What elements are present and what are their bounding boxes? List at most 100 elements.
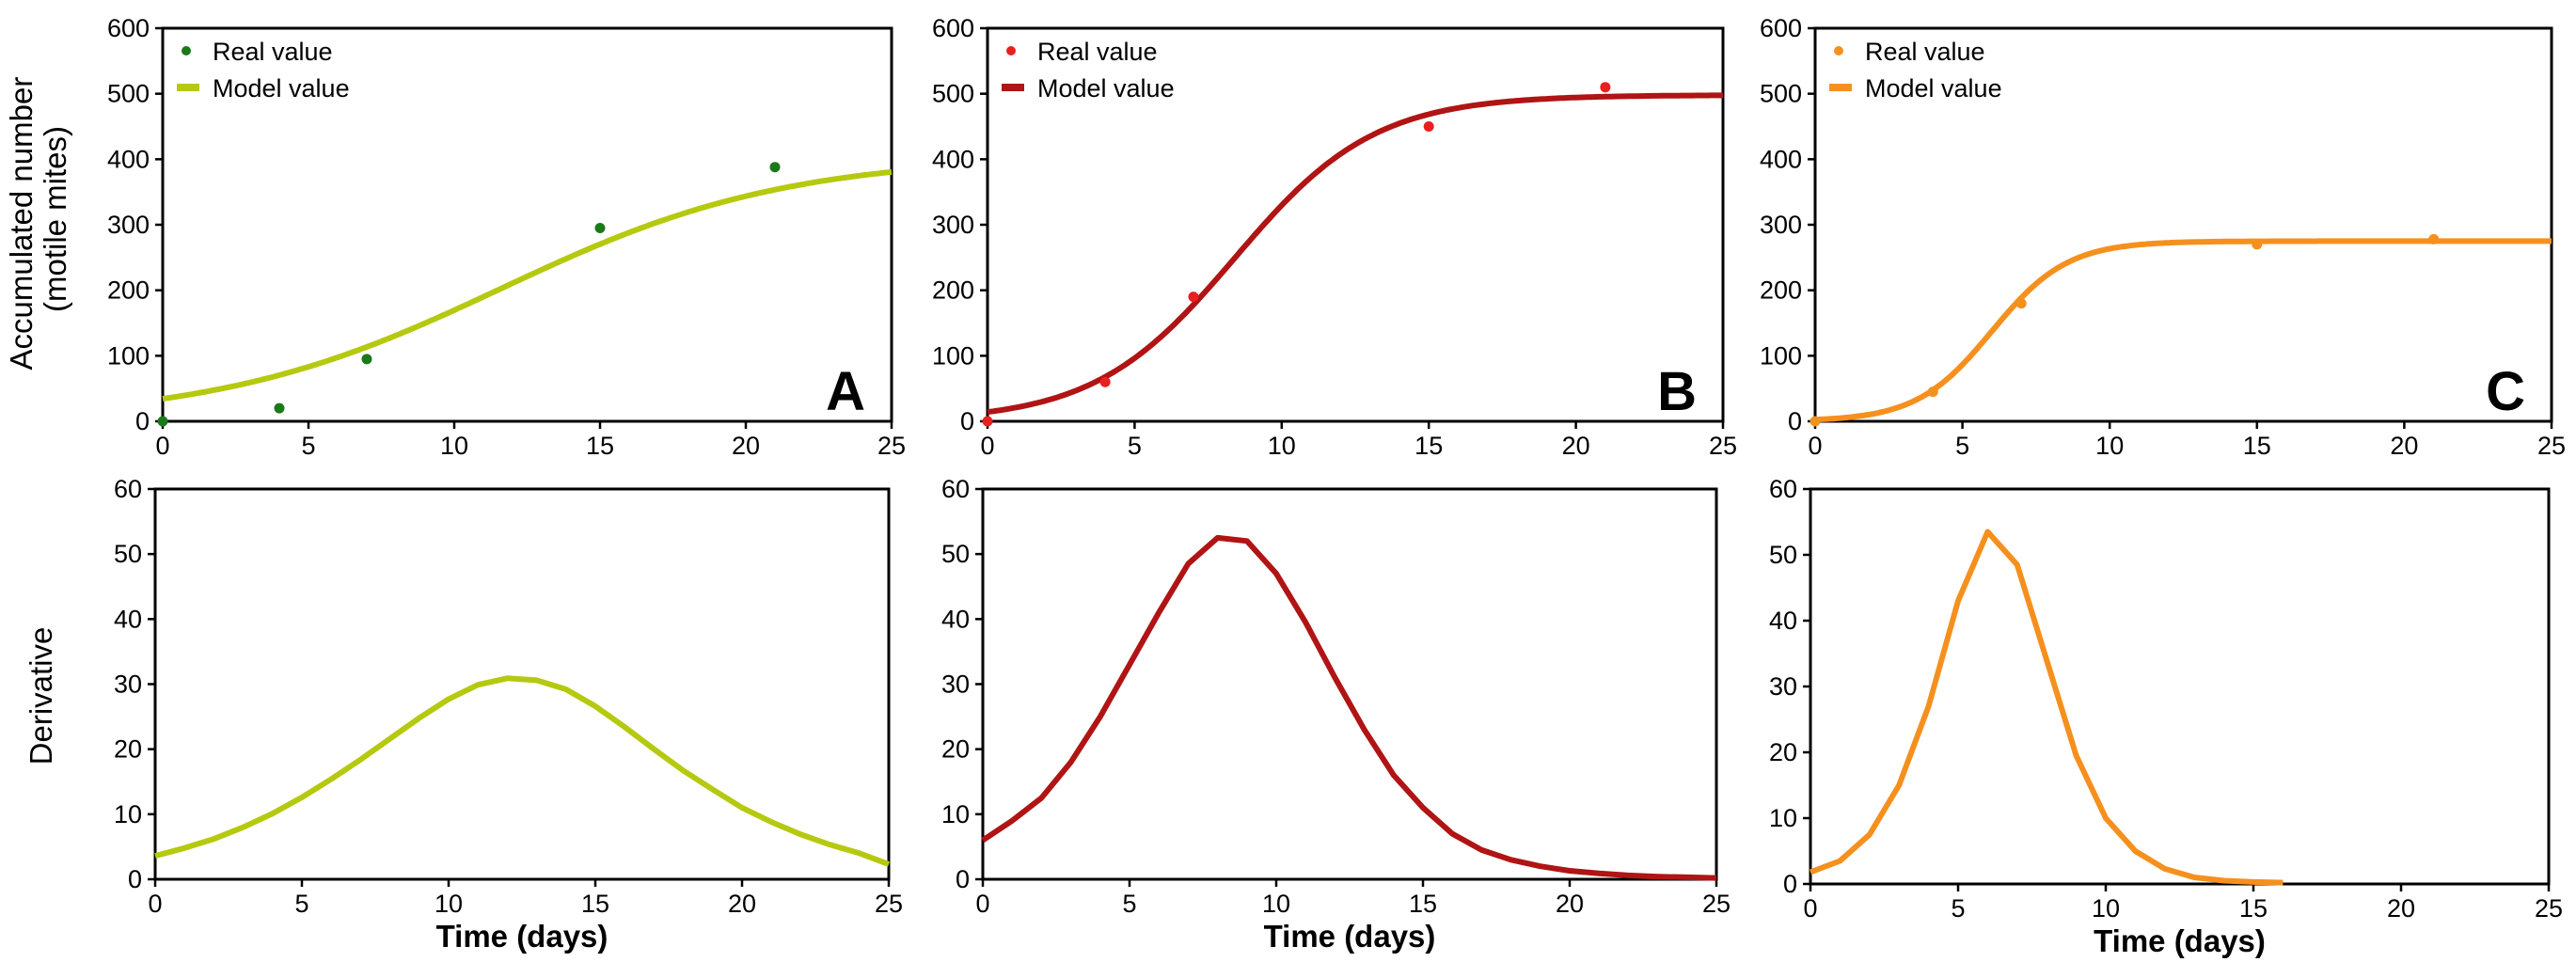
- chart-panel-c-bottom: 0 5 10 15 20 25 0 10 20 30 40 50 60 Time (days): [1769, 475, 2563, 958]
- legend-model-label: Model value: [213, 74, 350, 103]
- y-tick-label: 500: [932, 80, 974, 108]
- real-value-point: [157, 416, 168, 427]
- real-value-point: [1423, 121, 1434, 132]
- y-tick-label: 0: [960, 407, 974, 435]
- real-value-point: [1099, 376, 1111, 387]
- real-value-point: [982, 416, 993, 427]
- y-tick-label: 100: [107, 341, 150, 370]
- x-tick-label: 15: [1414, 432, 1443, 460]
- real-value-point: [1600, 82, 1611, 93]
- y-tick-label: 200: [1760, 276, 1802, 305]
- x-tick-label: 0: [980, 432, 994, 460]
- x-tick-label: 10: [2092, 894, 2120, 923]
- plot-frame: [1809, 487, 2551, 886]
- y-tick-label: 0: [128, 865, 142, 893]
- legend-real-label: Real value: [1865, 38, 1985, 66]
- y-tick-label: 60: [941, 475, 970, 503]
- x-tick-label: 15: [1409, 890, 1437, 918]
- x-tick-label: 10: [440, 432, 468, 460]
- x-tick-label: 0: [155, 432, 169, 460]
- y-tick-label: 40: [114, 605, 142, 633]
- derivative-line: [1809, 528, 2284, 886]
- y-tick-label: 60: [114, 475, 142, 503]
- real-value-point: [274, 402, 285, 414]
- y-tick-label: 50: [1769, 541, 1797, 569]
- real-value-point: [2015, 298, 2027, 309]
- model-curve: [1814, 238, 2552, 423]
- y-tick-label: 30: [941, 670, 970, 699]
- y-tick-label: 100: [932, 341, 974, 370]
- y-tick-label: 400: [107, 145, 150, 173]
- x-tick-label: 5: [1128, 432, 1142, 460]
- x-tick-label: 10: [1268, 432, 1296, 460]
- y-tick-label: 0: [135, 407, 150, 435]
- y-tick-label: 400: [932, 145, 974, 173]
- x-tick-label: 0: [975, 890, 989, 918]
- y-tick-label: 20: [1769, 738, 1797, 766]
- x-tick-label: 20: [732, 432, 760, 460]
- chart-panel-c-top: 0 5 10 15 20 25 0 100 200 300 400 500 600 Real value M…: [1760, 14, 2566, 460]
- real-value-point: [1810, 416, 1821, 427]
- x-tick-label: 20: [1562, 432, 1590, 460]
- y-tick-label: 40: [1769, 607, 1797, 635]
- y-tick-label: 20: [941, 735, 970, 764]
- x-tick-label: 25: [1709, 432, 1737, 460]
- panel-letter: C: [2486, 361, 2525, 422]
- real-value-point: [1927, 386, 1938, 398]
- x-tick-label: 0: [148, 890, 162, 918]
- y-tick-label: 10: [941, 800, 970, 828]
- y-axis-title-derivative: Derivative: [24, 627, 58, 765]
- x-tick-label: 15: [2239, 894, 2268, 923]
- y-tick-label: 0: [1783, 870, 1797, 898]
- real-value-point: [769, 162, 781, 173]
- y-axis-title-line1: Accumulated number: [4, 77, 39, 371]
- y-tick-label: 0: [956, 865, 970, 893]
- y-tick-label: 300: [932, 211, 974, 239]
- y-tick-label: 50: [941, 540, 970, 568]
- x-tick-label: 15: [581, 890, 609, 918]
- y-tick-label: 10: [1769, 804, 1797, 832]
- y-tick-label: 60: [1769, 475, 1797, 503]
- y-tick-label: 40: [941, 605, 970, 633]
- real-value-point: [2252, 239, 2263, 250]
- y-tick-label: 600: [932, 14, 974, 42]
- x-tick-label: 5: [1955, 432, 1969, 460]
- y-tick-label: 600: [1760, 14, 1802, 42]
- x-tick-label: 5: [294, 890, 308, 918]
- y-tick-label: 500: [1760, 80, 1802, 108]
- panel-letter: B: [1657, 361, 1697, 422]
- y-axis-title-accumulated: Accumulated number (motile mites): [4, 69, 72, 371]
- legend-real-label: Real value: [213, 38, 333, 66]
- y-axis-title-line2: (motile mites): [38, 126, 72, 312]
- x-tick-label: 15: [586, 432, 614, 460]
- legend-real-label: Real value: [1037, 38, 1158, 66]
- model-curve: [987, 92, 1723, 416]
- y-tick-label: 10: [114, 800, 142, 828]
- x-tick-label: 20: [728, 890, 756, 918]
- chart-panel-a-top: 0 5 10 15 20 25 0 100 200 300 400 500 600 Real value M…: [107, 14, 906, 460]
- chart-panel-a-bottom: 0 5 10 15 20 25 0 10 20 30 40 50 60 Time (days): [114, 475, 903, 954]
- x-tick-label: 25: [2537, 432, 2566, 460]
- y-tick-label: 200: [107, 276, 150, 305]
- y-tick-label: 30: [114, 670, 142, 699]
- chart-panel-b-bottom: 0 5 10 15 20 25 0 10 20 30 40 50 60 Time (days): [941, 475, 1731, 954]
- model-curve: [162, 168, 893, 402]
- derivative-line: [981, 534, 1717, 881]
- y-tick-label: 100: [1760, 341, 1802, 370]
- y-tick-label: 300: [107, 211, 150, 239]
- x-tick-label: 25: [2535, 894, 2563, 923]
- x-tick-label: 25: [1702, 890, 1731, 918]
- panel-letter: A: [826, 361, 865, 422]
- x-axis-title: Time (days): [436, 919, 608, 954]
- y-tick-label: 30: [1769, 672, 1797, 701]
- x-axis-title: Time (days): [1264, 919, 1436, 954]
- x-tick-label: 10: [2095, 432, 2124, 460]
- x-tick-label: 0: [1808, 432, 1822, 460]
- y-tick-label: 200: [932, 276, 974, 305]
- x-tick-label: 5: [1951, 894, 1965, 923]
- x-tick-label: 20: [2390, 432, 2418, 460]
- legend-real-marker: [1006, 46, 1016, 55]
- chart-panel-b-top: 0 5 10 15 20 25 0 100 200 300 400 500 600 Real value M…: [932, 14, 1737, 460]
- legend-model-label: Model value: [1037, 74, 1175, 103]
- y-tick-label: 50: [114, 540, 142, 568]
